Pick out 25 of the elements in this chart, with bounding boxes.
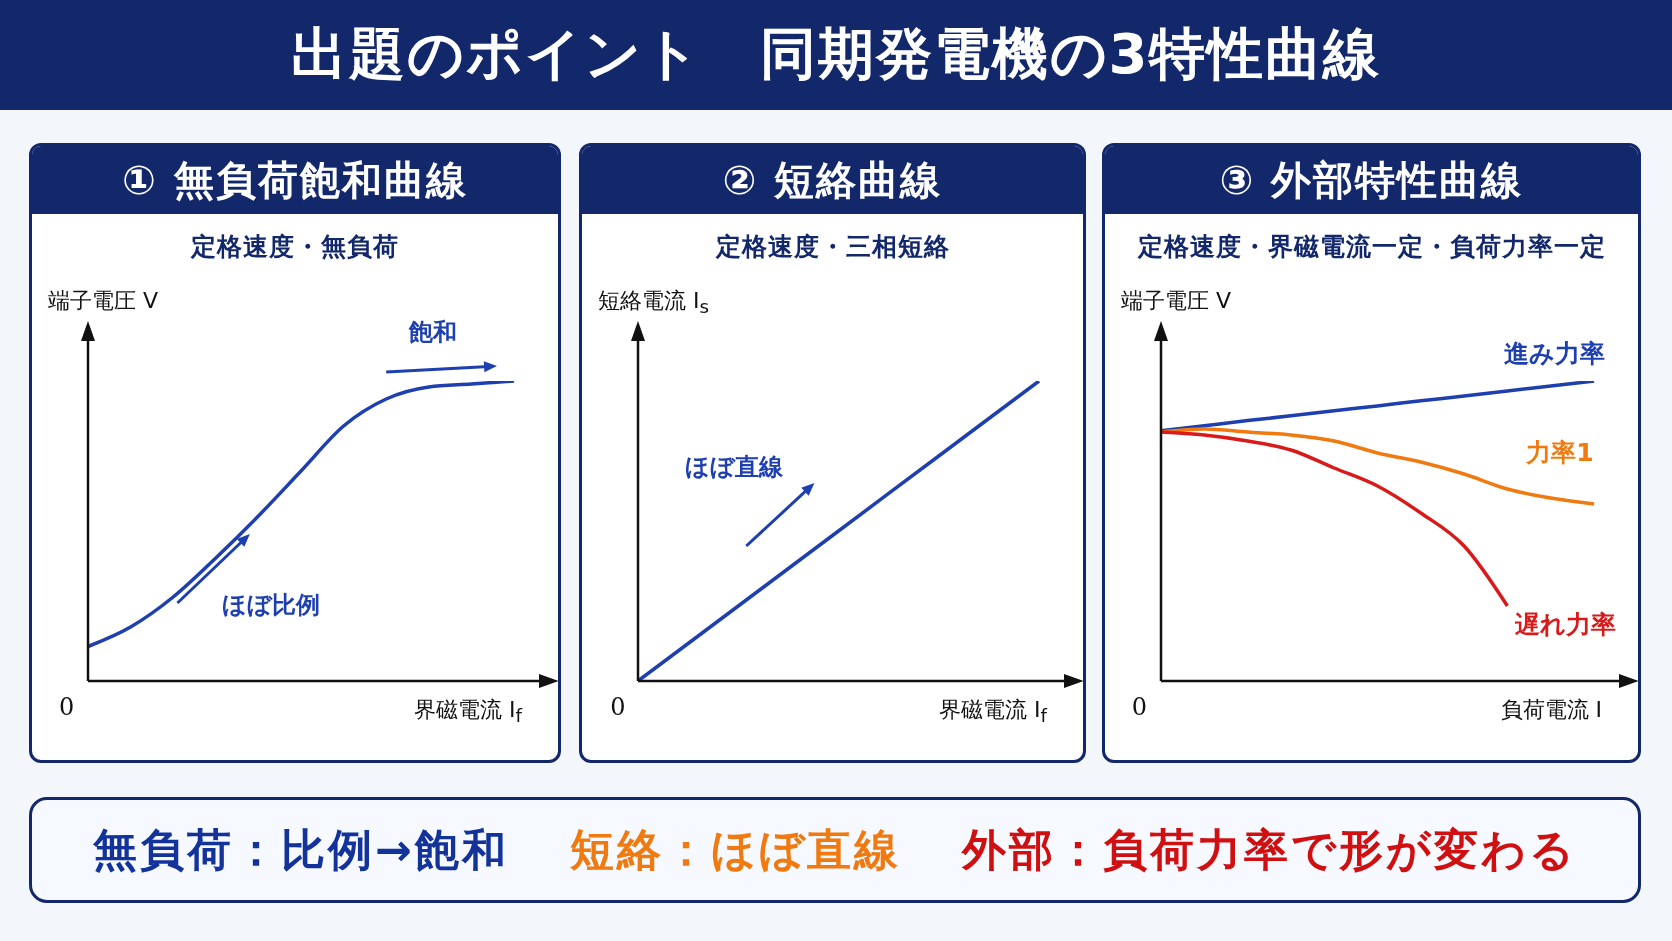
series-label: 遅れ力率 <box>1513 610 1616 639</box>
series-label: 進み力率 <box>1503 339 1605 368</box>
y-axis-title: 端子電圧 V <box>1121 287 1232 315</box>
y-axis-title: 短絡電流 I$_{s}$ <box>598 287 710 318</box>
chart-title: ② 短絡曲線 <box>582 146 1083 214</box>
chart-subtitle: 定格速度・界磁電流一定・負荷力率一定 <box>1136 231 1607 263</box>
y-axis-title: 端子電圧 V <box>48 287 159 315</box>
annotation: ほぼ直線 <box>685 453 785 481</box>
x-axis-title: 界磁電流 I$_{f}$ <box>414 696 522 727</box>
text: 0 <box>59 692 75 721</box>
chart-title: ① 無負荷飽和曲線 <box>32 146 558 214</box>
chart-subtitle: 定格速度・無負荷 <box>189 231 400 263</box>
text: 飽和 <box>408 318 458 346</box>
chart-title: ③ 外部特性曲線 <box>1105 146 1638 214</box>
text: 出題のポイント 同期発電機の3特性曲線 <box>0 0 1672 110</box>
chart-subtitle: 定格速度・三相短絡 <box>714 231 951 263</box>
text: 0 <box>1131 692 1147 721</box>
x-axis-title: 界磁電流 I$_{f}$ <box>939 696 1047 727</box>
series-label: 力率1 <box>1525 438 1594 467</box>
text: 短絡：ほぼ直線 <box>569 822 901 877</box>
text: 無負荷：比例→飽和 <box>92 822 509 877</box>
text: 外部：負荷力率で形が変わる <box>962 822 1578 877</box>
annotation: ほぼ比例 <box>222 591 321 619</box>
x-axis-title: 負荷電流 I <box>1500 696 1602 724</box>
text: 0 <box>610 692 626 721</box>
